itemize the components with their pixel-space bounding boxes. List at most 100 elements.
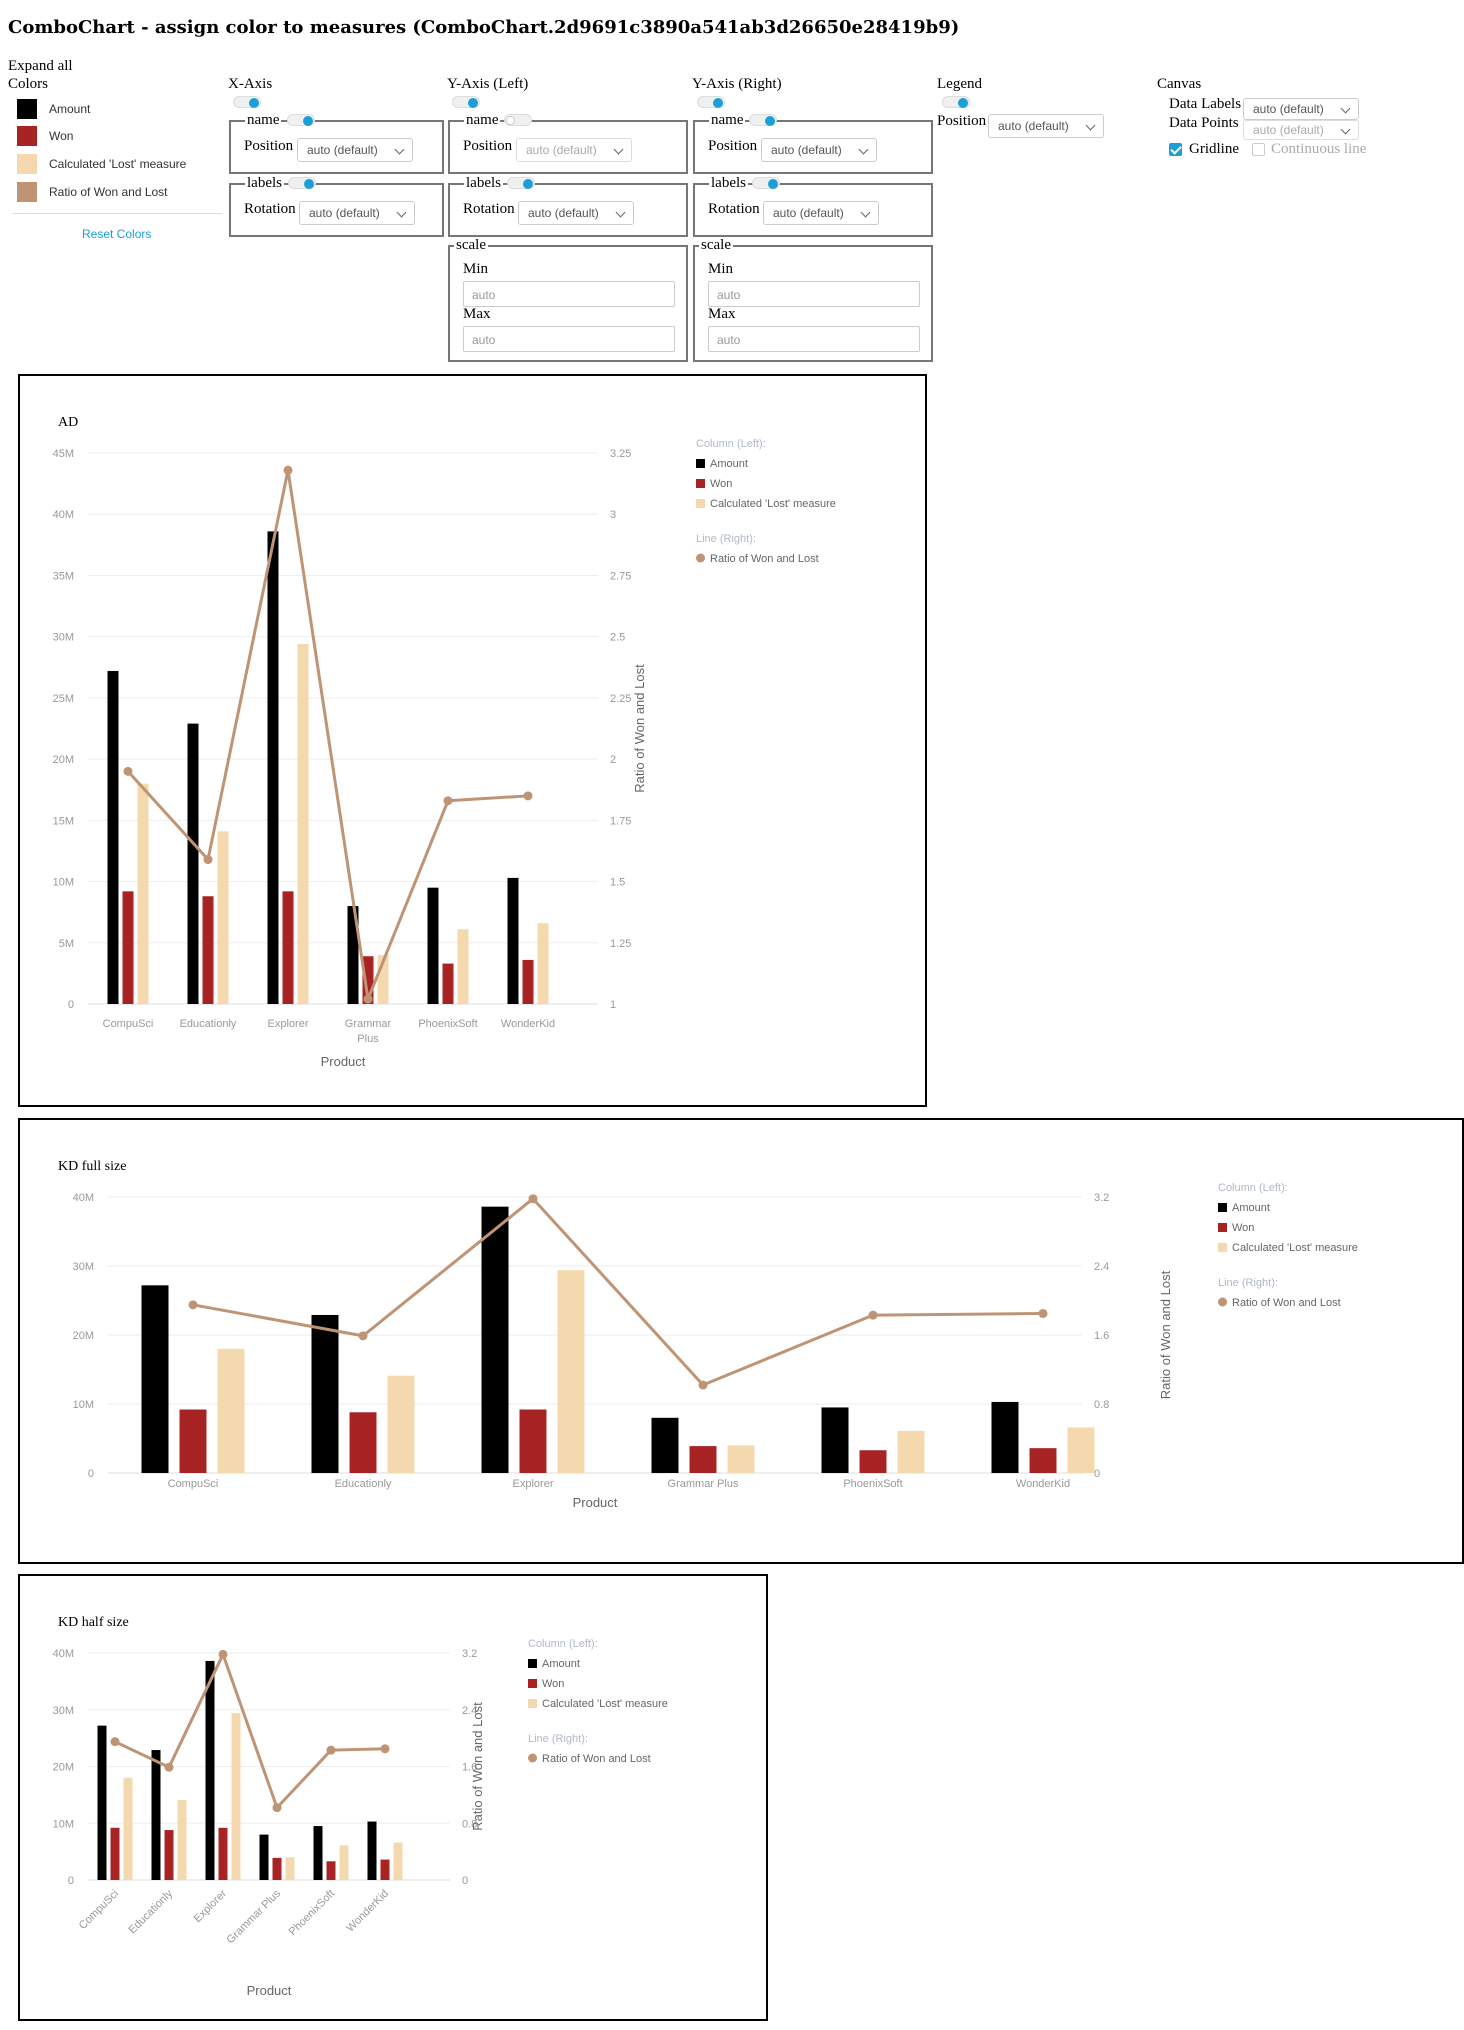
continuous-line-checkbox[interactable] [1252, 143, 1265, 156]
yright-max-input[interactable]: auto [708, 326, 920, 352]
ratio-line [114, 1652, 386, 1810]
bar-amount [651, 1417, 679, 1473]
xaxis-toggle[interactable] [233, 96, 261, 108]
color-swatch-amount[interactable] [17, 99, 37, 119]
data-points-select[interactable]: auto (default) [1243, 120, 1359, 140]
x-tick-label: Grammar Plus [224, 1887, 283, 1946]
ratio-line [126, 468, 529, 1001]
chevron-down-icon [396, 207, 407, 218]
bar-amount [507, 877, 519, 1004]
yleft-max-input[interactable]: auto [463, 326, 675, 352]
expand-all-link[interactable]: Expand all [8, 58, 73, 74]
ratio-point [380, 1744, 390, 1754]
color-swatch-lost[interactable] [17, 154, 37, 174]
chart-panel-ad: AD 0 5M 10M 15M 20M 25M 30M 35M 40M 45M 1 1.25 1.5 1.7… [18, 374, 927, 1107]
legend-item: Calculated 'Lost' measure [1232, 1242, 1358, 1254]
yleft-rotation-select[interactable]: auto (default) [518, 201, 634, 225]
fieldset-legend: labels [464, 175, 503, 192]
max-label: Max [708, 306, 736, 322]
bar-won [202, 896, 214, 1004]
bar-won [689, 1446, 717, 1473]
y-right-tick-label: 0 [462, 1875, 468, 1887]
y-right-tick-label: 1.75 [610, 815, 631, 827]
reset-colors-button[interactable]: Reset Colors [82, 227, 152, 241]
yright-toggle[interactable] [697, 96, 725, 108]
xaxis-labels-toggle[interactable] [288, 177, 316, 189]
yright-position-select[interactable]: auto (default) [761, 138, 877, 162]
y-left-tick-label: 25M [53, 693, 74, 705]
legend-item: Won [542, 1678, 564, 1690]
chart-panel-kd-full: KD full size 0 10M 20M 30M 40M 0 0.8 1.6 2.4 3.2 Co… [18, 1118, 1464, 1564]
y-left-tick-label: 20M [53, 1762, 74, 1774]
yright-title: Y-Axis (Right) [692, 76, 782, 92]
combo-chart-ad: AD 0 5M 10M 15M 20M 25M 30M 35M 40M 45M 1 1.25 1.5 1.7… [53, 415, 836, 1069]
y-left-tick-label: 30M [73, 1261, 94, 1273]
yright-min-input[interactable]: auto [708, 281, 920, 307]
color-swatch-won[interactable] [17, 126, 37, 146]
y-right-tick-label: 1.5 [610, 877, 625, 889]
chart-title: AD [58, 415, 78, 430]
ratio-point [218, 1649, 228, 1659]
legend-line-heading: Line (Right): [1218, 1277, 1278, 1289]
ratio-point [203, 855, 213, 865]
xaxis-title: X-Axis [228, 76, 273, 92]
bar-amount [267, 531, 279, 1004]
yright-rotation-select[interactable]: auto (default) [763, 201, 879, 225]
select-value: auto (default) [773, 206, 844, 220]
yleft-name-toggle[interactable] [504, 114, 532, 126]
fieldset-legend: scale [454, 237, 488, 254]
gridline-checkbox[interactable] [1169, 143, 1182, 156]
xaxis-name-fieldset: name Position auto (default) [229, 112, 444, 174]
legend-item: Ratio of Won and Lost [1232, 1297, 1341, 1309]
legend-item: Ratio of Won and Lost [542, 1753, 651, 1765]
bar-calculated-lost-measure [377, 955, 389, 1004]
xaxis-name-toggle[interactable] [287, 114, 315, 126]
legend-column-heading: Column (Left): [696, 438, 766, 450]
legend-swatch [528, 1753, 537, 1763]
select-value: auto (default) [1253, 123, 1324, 137]
y-left-tick-label: 10M [73, 1399, 94, 1411]
x-tick-label: Educationly [335, 1478, 392, 1490]
ratio-point [358, 1331, 368, 1341]
legend-item: Amount [542, 1658, 580, 1670]
chevron-down-icon [1340, 124, 1351, 135]
chevron-down-icon [858, 144, 869, 155]
yleft-min-input[interactable]: auto [463, 281, 675, 307]
bar-won [362, 956, 374, 1004]
yright-labels-toggle[interactable] [752, 177, 780, 189]
color-swatch-ratio[interactable] [17, 182, 37, 202]
legend-item: Won [1232, 1222, 1254, 1234]
bar-won [179, 1409, 207, 1473]
x-tick-label: CompuSci [77, 1888, 121, 1932]
max-label: Max [463, 306, 491, 322]
bar-won [380, 1859, 390, 1880]
x-tick-label-line2: Plus [357, 1033, 379, 1045]
min-label: Min [463, 261, 489, 277]
y-left-tick-label: 10M [53, 877, 74, 889]
fieldset-legend: name [245, 112, 282, 129]
x-tick-label: PhoenixSoft [843, 1478, 902, 1490]
color-label: Amount [49, 102, 91, 116]
yright-name-toggle[interactable] [749, 114, 777, 126]
yleft-toggle[interactable] [452, 96, 480, 108]
legend-toggle[interactable] [942, 96, 970, 108]
y-left-tick-label: 10M [53, 1818, 74, 1830]
legend-item: Calculated 'Lost' measure [542, 1698, 668, 1710]
yleft-name-fieldset: name Position auto (default) [448, 112, 688, 174]
bar-amount [821, 1407, 849, 1473]
y-right-tick-label: 3.25 [610, 448, 631, 460]
bar-won [110, 1827, 120, 1880]
data-labels-select[interactable]: auto (default) [1243, 98, 1359, 120]
xaxis-position-select[interactable]: auto (default) [297, 138, 413, 162]
y-left-tick-label: 0 [68, 999, 74, 1011]
legend-position-select[interactable]: auto (default) [988, 114, 1104, 138]
y-left-tick-label: 35M [53, 570, 74, 582]
yleft-labels-toggle[interactable] [507, 177, 535, 189]
y-right-axis-title: Ratio of Won and Lost [632, 664, 647, 793]
fieldset-legend: labels [709, 175, 748, 192]
yleft-position-select[interactable]: auto (default) [516, 138, 632, 162]
xaxis-rotation-select[interactable]: auto (default) [299, 201, 415, 225]
input-placeholder: auto [472, 333, 496, 347]
bar-calculated-lost-measure [217, 1348, 245, 1473]
x-tick-label: CompuSci [168, 1478, 219, 1490]
